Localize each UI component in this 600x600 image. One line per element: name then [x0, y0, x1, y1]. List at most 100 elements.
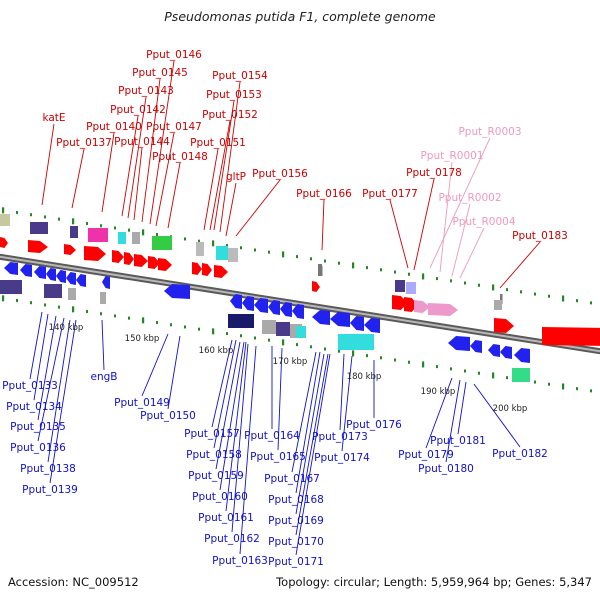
gene-label: Pput_0167 — [264, 473, 320, 485]
ruler-bottom-tick — [576, 387, 578, 391]
reverse-gene-arrow — [448, 336, 470, 351]
scale-label: 140 kbp — [49, 323, 84, 333]
gene-label: Pput_0154 — [212, 70, 268, 82]
ruler-bottom-tick — [226, 332, 228, 336]
scale-label: 180 kbp — [347, 372, 382, 382]
gene-label: Pput_0161 — [198, 512, 254, 524]
leader-line — [71, 148, 85, 209]
gene-box — [70, 226, 78, 238]
leader-line — [457, 381, 467, 435]
ruler-top-tick — [520, 290, 522, 294]
ruler-top-tick — [226, 244, 228, 248]
scale-label: 150 kbp — [125, 334, 160, 344]
ruler-top-tick — [198, 239, 200, 243]
gene-label: Pput_0159 — [188, 470, 244, 482]
reverse-gene-arrow — [254, 298, 268, 313]
leader-line — [101, 132, 115, 213]
reverse-gene-arrow — [280, 302, 292, 317]
gene-label: Pput_0153 — [206, 89, 262, 101]
ruler-bottom-tick — [324, 347, 326, 351]
leader-line — [295, 351, 321, 494]
gene-box — [262, 320, 276, 334]
forward-gene-arrow — [64, 244, 76, 255]
forward-gene-arrow — [428, 303, 458, 316]
reverse-gene-arrow — [470, 340, 482, 353]
ruler-bottom-tick — [170, 323, 172, 327]
gene-label: Pput_0171 — [268, 556, 324, 568]
ruler-bottom-tick — [128, 316, 130, 320]
ruler-bottom-tick — [506, 376, 508, 380]
gene-box — [88, 228, 108, 242]
reverse-gene-arrow — [230, 294, 242, 309]
leader-line — [47, 319, 71, 463]
gene-box — [494, 300, 502, 310]
ruler-bottom-tick — [156, 321, 158, 325]
leader-line — [277, 347, 283, 451]
backbone — [0, 253, 600, 355]
gene-label: Pput_0168 — [268, 494, 324, 506]
leader-line — [235, 179, 281, 237]
gene-label: Pput_0156 — [252, 168, 308, 180]
ruler-bottom-tick — [534, 380, 536, 384]
forward-gene-arrow — [494, 318, 514, 333]
forward-gene-arrow — [192, 262, 202, 275]
gene-label: engB — [91, 371, 118, 383]
gene-label: Pput_0169 — [268, 515, 324, 527]
leader-line — [101, 319, 105, 371]
leader-line — [499, 241, 541, 289]
forward-gene-arrow — [134, 254, 148, 267]
reverse-gene-arrow — [268, 300, 280, 315]
ruler-bottom-tick — [450, 367, 452, 371]
reverse-gene-arrow — [4, 262, 18, 275]
gene-box — [338, 334, 374, 350]
ruler-top-tick — [240, 246, 242, 250]
gene-label: Pput_0177 — [362, 188, 418, 200]
leader-line — [225, 341, 247, 512]
gene-label: Pput_0164 — [244, 430, 300, 442]
ruler-top-tick — [436, 277, 438, 281]
reverse-gene-arrow — [488, 344, 500, 357]
leader-line — [121, 115, 139, 217]
forward-gene-arrow — [148, 256, 160, 269]
scale-labels: 140 kbp 150 kbp 160 kbp 170 kbp 180 kbp 190 k… — [49, 323, 528, 414]
gene-labels: katE Pput_0137 Pput_0140 Pput_0142 Pput_0143… — [2, 49, 568, 568]
ruler-bottom-tick — [142, 317, 145, 324]
ruler-bottom-tick — [100, 312, 102, 316]
gene-label: Pput_0149 — [114, 397, 170, 409]
gene-label: Pput_0162 — [204, 533, 260, 545]
leader-line — [429, 137, 491, 269]
leader-line — [239, 345, 257, 555]
gene-label: Pput_R0002 — [438, 192, 501, 204]
ruler-top-tick — [366, 266, 368, 270]
gene-label: Pput_0163 — [212, 555, 268, 567]
gene-box — [296, 326, 306, 338]
gene-label: Pput_0134 — [6, 401, 62, 413]
reverse-gene-arrow — [312, 310, 330, 325]
ruler-bottom-tick — [422, 361, 425, 368]
gene-box — [395, 280, 405, 292]
leader-line — [445, 379, 461, 463]
leader-line — [33, 313, 49, 401]
ruler-top-tick — [338, 261, 340, 265]
gene-label: Pput_0182 — [492, 448, 548, 460]
gene-label: Pput_0142 — [110, 104, 166, 116]
leader-line — [473, 383, 521, 448]
ruler-bottom-tick — [562, 383, 565, 390]
leader-line — [29, 311, 43, 380]
gene-label: Pput_0139 — [22, 484, 78, 496]
ruler-bottom-tick — [436, 365, 438, 369]
gene-box — [152, 236, 172, 250]
ruler-top-tick — [58, 217, 60, 221]
ruler-top-tick — [128, 228, 130, 232]
gene-label: Pput_0178 — [406, 167, 462, 179]
reverse-gene-arrow — [46, 268, 56, 281]
leader-line — [413, 178, 435, 271]
leader-line — [215, 341, 241, 470]
reverse-gene-arrow — [34, 266, 46, 279]
ruler-bottom-tick — [212, 328, 215, 335]
gene-label: Pput_0144 — [114, 136, 170, 148]
leader-line — [321, 199, 325, 251]
leader-line — [167, 335, 181, 410]
forward-gene-arrow — [214, 265, 228, 278]
gene-label: Pput_0138 — [20, 463, 76, 475]
